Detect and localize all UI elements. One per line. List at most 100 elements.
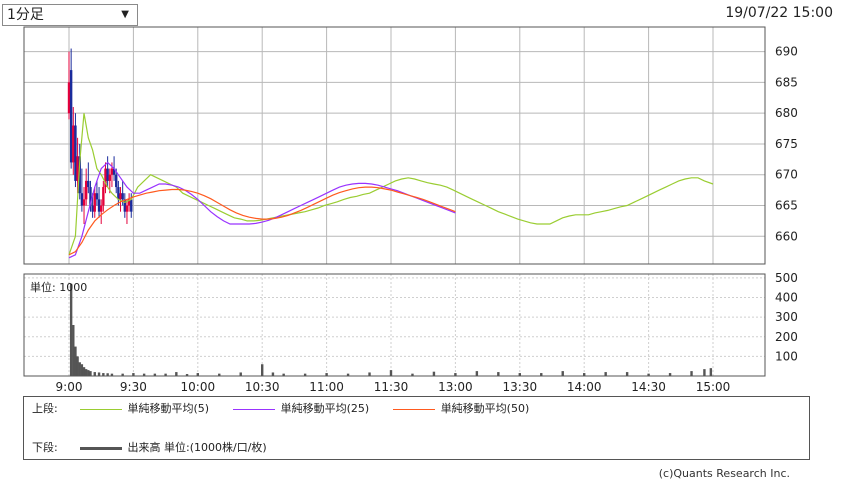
candle-body bbox=[89, 187, 92, 206]
volume-bar bbox=[218, 373, 221, 376]
chevron-down-icon: ▼ bbox=[121, 9, 129, 20]
volume-bar bbox=[175, 372, 178, 376]
time-tick-label: 13:30 bbox=[503, 380, 538, 394]
candle-body bbox=[123, 199, 127, 212]
candle-body bbox=[82, 199, 86, 206]
volume-grid bbox=[24, 274, 765, 376]
volume-bar bbox=[74, 346, 77, 376]
volume-plot-frame bbox=[23, 273, 766, 377]
volume-bar bbox=[78, 362, 81, 376]
volume-tick-label: 300 bbox=[775, 310, 798, 324]
volume-bar bbox=[454, 373, 457, 376]
legend-upper-row: 上段: 単純移動平均(5) 単純移動平均(25) 単純移動平均(50) bbox=[32, 402, 549, 416]
volume-bar bbox=[121, 373, 124, 376]
volume-bar bbox=[647, 373, 650, 376]
price-tick-label: 680 bbox=[775, 106, 798, 120]
volume-bar bbox=[72, 325, 75, 376]
candle-body bbox=[110, 168, 114, 175]
candle-body bbox=[74, 125, 77, 181]
price-grid bbox=[24, 27, 765, 264]
ma25-swatch bbox=[232, 408, 275, 410]
volume-bar bbox=[411, 373, 414, 376]
volume-tick-label: 500 bbox=[775, 271, 798, 285]
price-tick-labels: 660 665 670 675 680 685 690 bbox=[775, 45, 798, 244]
candle-body bbox=[104, 168, 107, 188]
ma5-swatch bbox=[79, 408, 122, 410]
volume-bar bbox=[97, 372, 101, 376]
volume-bar bbox=[518, 373, 521, 376]
price-tick-label: 690 bbox=[775, 45, 798, 59]
candle-body bbox=[121, 193, 124, 200]
volume-bar bbox=[93, 372, 96, 376]
volume-bar bbox=[668, 373, 672, 376]
candle-body bbox=[93, 193, 96, 212]
volume-unit-label: 単位: 1000 bbox=[30, 280, 87, 294]
volume-bar bbox=[690, 371, 693, 376]
volume-bar bbox=[540, 373, 543, 376]
time-tick-label: 14:30 bbox=[631, 380, 666, 394]
moving-average-lines bbox=[68, 113, 714, 259]
price-plot-frame bbox=[23, 26, 766, 265]
volume-bar bbox=[303, 373, 307, 376]
ma-line-ma50 bbox=[68, 186, 456, 256]
volume-bar bbox=[282, 373, 285, 376]
legend-ma50-label: 単純移動平均(50) bbox=[440, 402, 530, 415]
candle-body bbox=[125, 205, 129, 212]
volume-bar bbox=[703, 369, 706, 376]
copyright: (c)Quants Research Inc. bbox=[658, 467, 790, 480]
volume-bar bbox=[84, 369, 88, 376]
volume-bar bbox=[625, 372, 629, 376]
candle-body bbox=[130, 199, 133, 212]
volume-bar bbox=[475, 371, 479, 376]
candle-body bbox=[84, 180, 88, 200]
volume-tick-label: 200 bbox=[775, 330, 798, 344]
time-tick-label: 10:00 bbox=[181, 380, 216, 394]
volume-bar bbox=[261, 364, 264, 376]
ma-line-ma25 bbox=[68, 161, 456, 259]
time-tick-labels: 9:00 9:30 10:00 10:30 11:00 11:30 13:00 13:30 14… bbox=[56, 380, 731, 394]
price-tick-label: 660 bbox=[775, 229, 798, 243]
time-tick-label: 10:30 bbox=[245, 380, 280, 394]
time-tick-label: 9:30 bbox=[120, 380, 147, 394]
candle-body bbox=[78, 156, 81, 194]
volume-tick-labels: 100 200 300 400 500 bbox=[775, 271, 798, 363]
candle-body bbox=[112, 168, 116, 175]
interval-select[interactable]: 1分足 ▼ bbox=[2, 4, 138, 26]
volume-bar bbox=[346, 373, 350, 376]
candle-body bbox=[69, 70, 73, 163]
volume-bar bbox=[102, 373, 105, 376]
time-tick-label: 13:00 bbox=[438, 380, 473, 394]
volume-bar bbox=[164, 373, 167, 376]
price-chart: 660 665 670 675 680 685 690 100 200 300 400 500 9:… bbox=[23, 26, 798, 394]
ma50-swatch bbox=[392, 408, 435, 410]
legend-ma5-label: 単純移動平均(5) bbox=[127, 402, 210, 415]
candle-body bbox=[67, 82, 71, 114]
volume-bar bbox=[153, 373, 157, 376]
legend-item-ma5: 単純移動平均(5) bbox=[79, 402, 210, 416]
legend-upper-label: 上段: bbox=[32, 402, 58, 415]
volume-bar bbox=[142, 373, 146, 376]
price-tick-label: 685 bbox=[775, 75, 798, 89]
legend-lower-label: 下段: bbox=[32, 441, 58, 454]
legend-item-ma50: 単純移動平均(50) bbox=[392, 402, 530, 416]
legend-item-ma25: 単純移動平均(25) bbox=[232, 402, 369, 416]
volume-bar bbox=[132, 373, 135, 376]
candle-body bbox=[119, 193, 122, 200]
chart-datetime: 19/07/22 15:00 bbox=[725, 5, 833, 21]
candle-body bbox=[80, 193, 84, 206]
volume-bar bbox=[106, 373, 109, 376]
volume-bar bbox=[389, 370, 393, 376]
volume-bar bbox=[185, 374, 189, 376]
volume-bar bbox=[80, 364, 84, 376]
candle-body bbox=[76, 156, 79, 181]
volume-bar bbox=[89, 371, 92, 376]
volume-bar bbox=[110, 373, 114, 376]
candle-body bbox=[106, 168, 109, 181]
volume-bar bbox=[271, 372, 275, 376]
volume-tick-label: 400 bbox=[775, 291, 798, 305]
candle-body bbox=[127, 199, 131, 206]
volume-bar bbox=[561, 371, 564, 376]
time-tick-label: 11:00 bbox=[309, 380, 344, 394]
volume-bar bbox=[196, 373, 199, 376]
legend: 上段: 単純移動平均(5) 単純移動平均(25) 単純移動平均(50) 下段: … bbox=[23, 396, 810, 460]
